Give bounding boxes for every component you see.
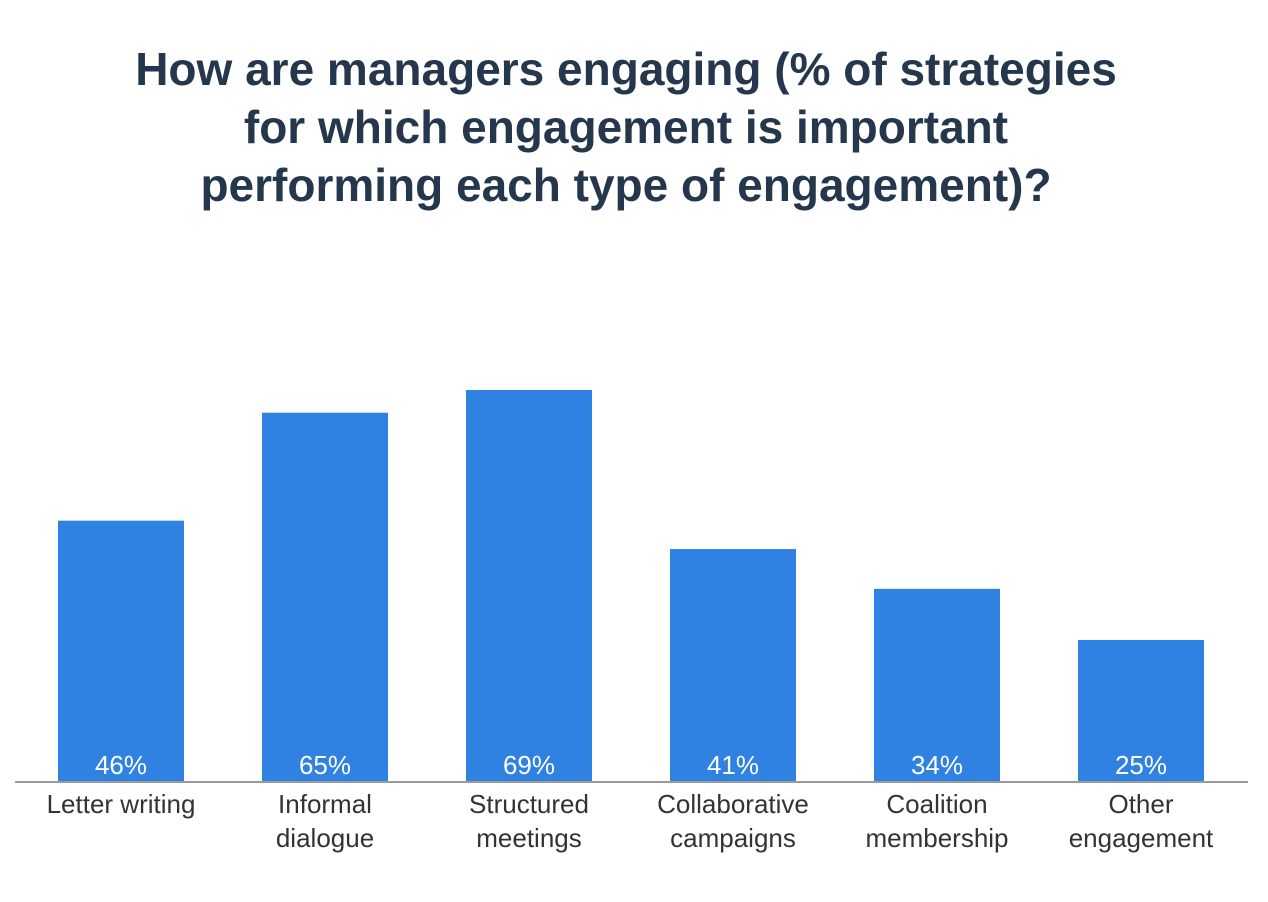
- category-label-2-line-2: dialogue: [276, 823, 374, 853]
- labels-group: Letter writing Informal dialogue Structured…: [47, 789, 1214, 853]
- bar-1: [58, 520, 184, 782]
- category-label-3-line-2: meetings: [476, 823, 582, 853]
- category-label-3-line-1: Structured: [469, 789, 589, 819]
- value-label-1: 46%: [95, 750, 147, 780]
- bar-3: [466, 390, 592, 782]
- value-label-4: 41%: [707, 750, 759, 780]
- bars-group: 46% 65% 69% 41% 34% 25%: [58, 390, 1204, 782]
- bar-4: [670, 549, 796, 782]
- chart-title-line-2: for which engagement is important: [243, 101, 1009, 153]
- category-label-6-line-1: Other: [1108, 789, 1173, 819]
- value-label-3: 69%: [503, 750, 555, 780]
- chart-title: How are managers engaging (% of strategi…: [0, 40, 1252, 214]
- category-label-5-line-2: membership: [865, 823, 1008, 853]
- category-label-2-line-1: Informal: [278, 789, 372, 819]
- category-label-5-line-1: Coalition: [886, 789, 987, 819]
- bar-6: [1078, 639, 1204, 782]
- bar-5: [874, 588, 1000, 782]
- chart-title-line-3: performing each type of engagement)?: [200, 159, 1052, 211]
- value-label-5: 34%: [911, 750, 963, 780]
- value-label-6: 25%: [1115, 750, 1167, 780]
- category-label-1-line-1: Letter writing: [47, 789, 196, 819]
- category-label-4-line-1: Collaborative: [657, 789, 809, 819]
- category-label-4-line-2: campaigns: [670, 823, 796, 853]
- chart-title-line-1: How are managers engaging (% of strategi…: [135, 43, 1117, 95]
- bar-2: [262, 412, 388, 782]
- category-label-6-line-2: engagement: [1069, 823, 1214, 853]
- value-label-2: 65%: [299, 750, 351, 780]
